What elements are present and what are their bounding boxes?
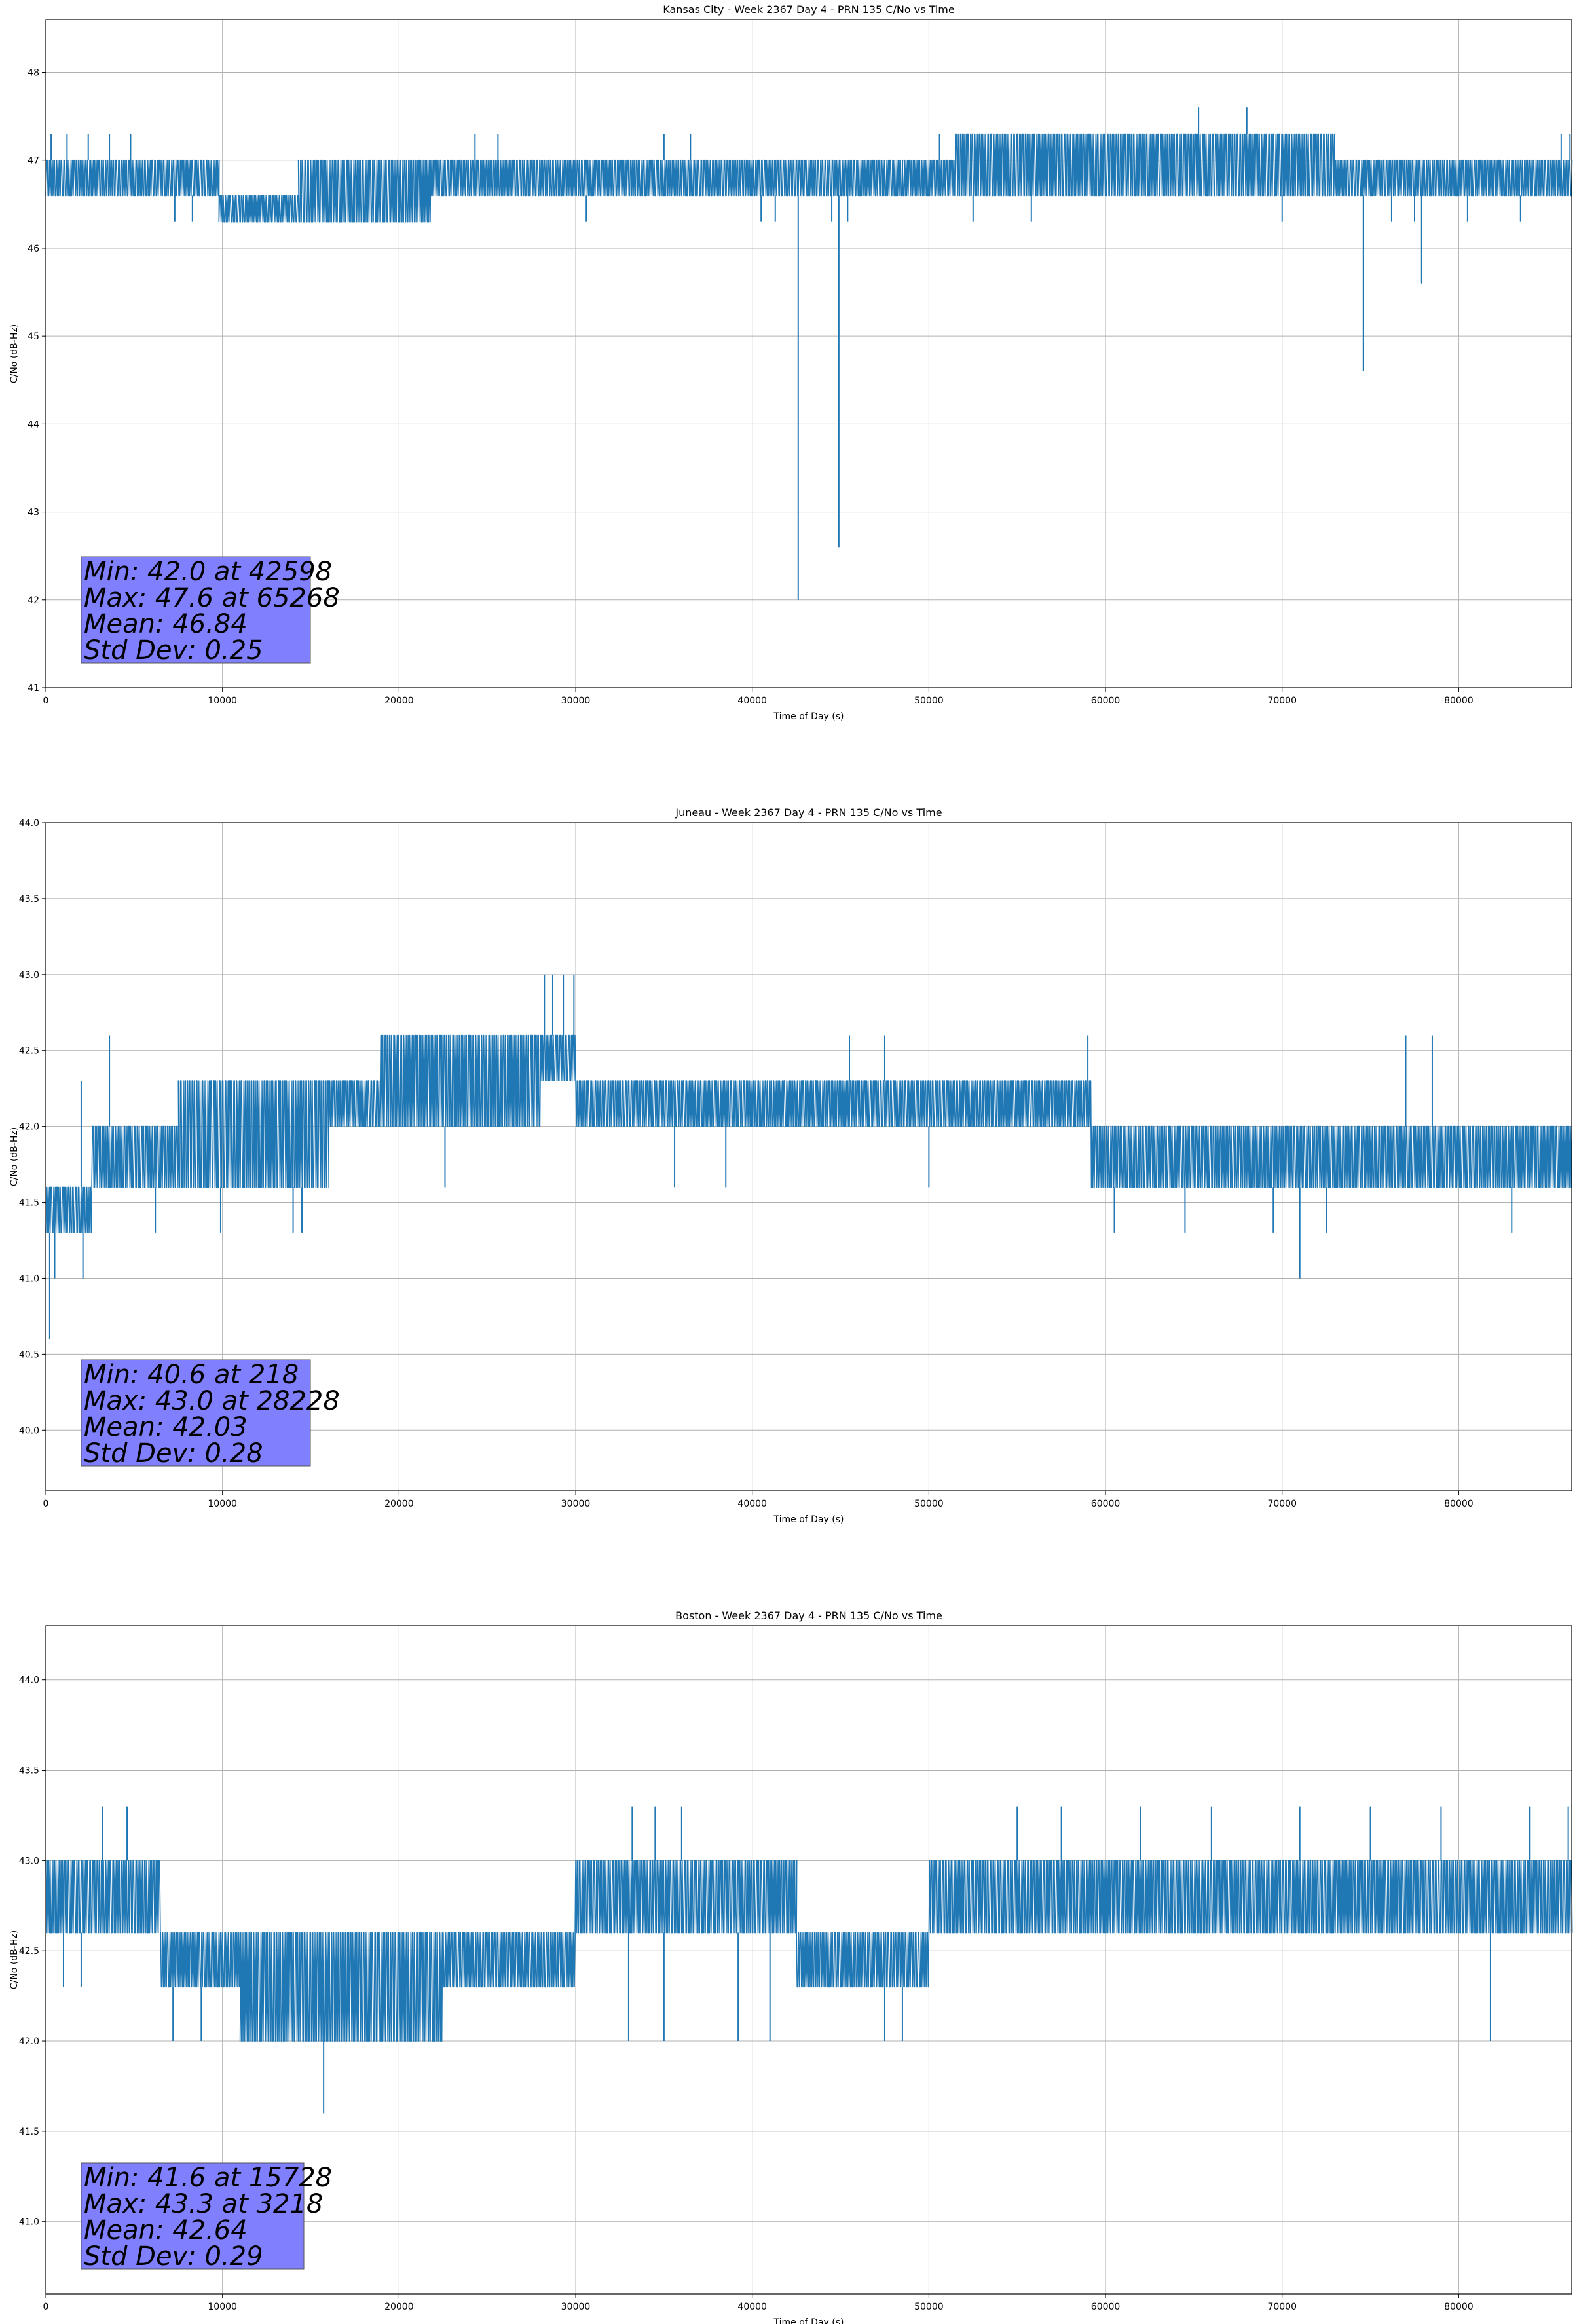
- y-tick-label: 42.0: [19, 2036, 39, 2047]
- x-tick-label: 60000: [1091, 2302, 1121, 2312]
- y-axis-label: C/No (dB-Hz): [9, 324, 20, 383]
- x-tick-label: 80000: [1444, 696, 1474, 706]
- x-tick-label: 0: [43, 2302, 49, 2312]
- y-tick-label: 41.0: [19, 1273, 39, 1284]
- x-axis-label: Time of Day (s): [773, 1514, 844, 1525]
- y-tick-label: 41.0: [19, 2217, 39, 2228]
- stats-box: [81, 2162, 305, 2270]
- x-tick-label: 60000: [1091, 1499, 1121, 1509]
- y-tick-label: 43.5: [19, 1766, 39, 1776]
- x-tick-label: 0: [43, 696, 49, 706]
- x-tick-label: 10000: [208, 696, 237, 706]
- x-tick-label: 70000: [1267, 696, 1297, 706]
- stats-line: Std Dev: 0.28: [84, 1438, 263, 1469]
- y-tick-label: 47: [28, 156, 39, 166]
- x-tick-label: 50000: [914, 696, 944, 706]
- stats-line: Min: 40.6 at 218: [84, 1360, 299, 1390]
- y-axis-label: C/No (dB-Hz): [9, 1127, 20, 1186]
- x-tick-label: 70000: [1267, 1499, 1297, 1509]
- chart-panel-2: 0 10000 20000 30000 40000 50000 60000 70000 8000…: [9, 806, 1572, 1525]
- x-tick-label: 20000: [384, 696, 414, 706]
- x-tick-label: 30000: [561, 1499, 591, 1509]
- axes-frame: [45, 822, 1572, 1491]
- y-tick-label: 45: [28, 331, 39, 342]
- y-tick-label: 44.0: [19, 1676, 39, 1686]
- y-tick-label: 44: [28, 419, 39, 430]
- y-tick-label: 42.0: [19, 1122, 39, 1133]
- x-tick-label: 30000: [561, 2302, 591, 2312]
- series-line: [45, 1860, 1573, 2042]
- x-tick-label: 70000: [1267, 2302, 1297, 2312]
- y-tick-label: 41: [28, 683, 39, 694]
- y-tick-label: 42.5: [19, 1046, 39, 1057]
- y-tick-label: 48: [28, 68, 39, 79]
- stats-line: Mean: 46.84: [84, 609, 248, 639]
- x-tick-label: 10000: [208, 1499, 237, 1509]
- y-tick-label: 42: [28, 595, 39, 606]
- chart-title: Kansas City - Week 2367 Day 4 - PRN 135 …: [663, 3, 954, 16]
- stats-line: Mean: 42.64: [84, 2215, 248, 2245]
- stats-line: Min: 42.0 at 42598: [84, 557, 332, 587]
- x-tick-label: 20000: [384, 2302, 414, 2312]
- chart-title: Juneau - Week 2367 Day 4 - PRN 135 C/No …: [675, 806, 942, 819]
- x-tick-label: 40000: [737, 1499, 767, 1509]
- stats-line: Std Dev: 0.29: [84, 2241, 263, 2272]
- series-line: [45, 1034, 1572, 1233]
- stats-line: Max: 43.0 at 28228: [84, 1386, 340, 1416]
- y-tick-label: 44.0: [19, 818, 39, 829]
- y-tick-label: 46: [28, 244, 39, 254]
- x-tick-label: 40000: [737, 2302, 767, 2312]
- axes-frame: [45, 19, 1572, 688]
- chart-panel-1: 0 10000 20000 30000 40000 50000 60000 70000 8000…: [9, 3, 1573, 722]
- y-tick-label: 40.5: [19, 1349, 39, 1360]
- x-tick-label: 0: [43, 1499, 49, 1509]
- stats-line: Std Dev: 0.25: [84, 635, 263, 665]
- series-line: [45, 133, 1573, 223]
- chart-panel-3: 0 10000 20000 30000 40000 50000 60000 70000 8000…: [9, 1609, 1573, 2324]
- x-tick-label: 30000: [561, 696, 591, 706]
- y-tick-label: 42.5: [19, 1946, 39, 1957]
- y-tick-label: 43: [28, 508, 39, 518]
- chart-title: Boston - Week 2367 Day 4 - PRN 135 C/No …: [675, 1609, 942, 1622]
- x-tick-label: 50000: [914, 1499, 944, 1509]
- x-tick-label: 80000: [1444, 2302, 1474, 2312]
- y-tick-label: 41.5: [19, 2127, 39, 2137]
- y-tick-label: 40.0: [19, 1425, 39, 1436]
- stats-line: Max: 47.6 at 65268: [84, 583, 340, 613]
- x-tick-label: 20000: [384, 1499, 414, 1509]
- y-tick-label: 43.0: [19, 970, 39, 981]
- x-axis-label: Time of Day (s): [773, 711, 844, 722]
- y-tick-label: 41.5: [19, 1198, 39, 1209]
- axes-frame: [45, 1625, 1572, 2295]
- x-tick-label: 40000: [737, 696, 767, 706]
- x-axis-label: Time of Day (s): [773, 2317, 844, 2324]
- stats-box: [81, 1359, 311, 1467]
- y-tick-label: 43.0: [19, 1856, 39, 1866]
- stats-line: Mean: 42.03: [84, 1412, 248, 1442]
- stats-line: Min: 41.6 at 15728: [84, 2163, 332, 2193]
- y-axis-label: C/No (dB-Hz): [9, 1930, 20, 1989]
- x-tick-label: 60000: [1091, 696, 1121, 706]
- x-tick-label: 50000: [914, 2302, 944, 2312]
- stats-box: [81, 556, 311, 664]
- x-tick-label: 80000: [1444, 1499, 1474, 1509]
- x-tick-label: 10000: [208, 2302, 237, 2312]
- stats-line: Max: 43.3 at 3218: [84, 2189, 323, 2219]
- y-tick-label: 43.5: [19, 894, 39, 905]
